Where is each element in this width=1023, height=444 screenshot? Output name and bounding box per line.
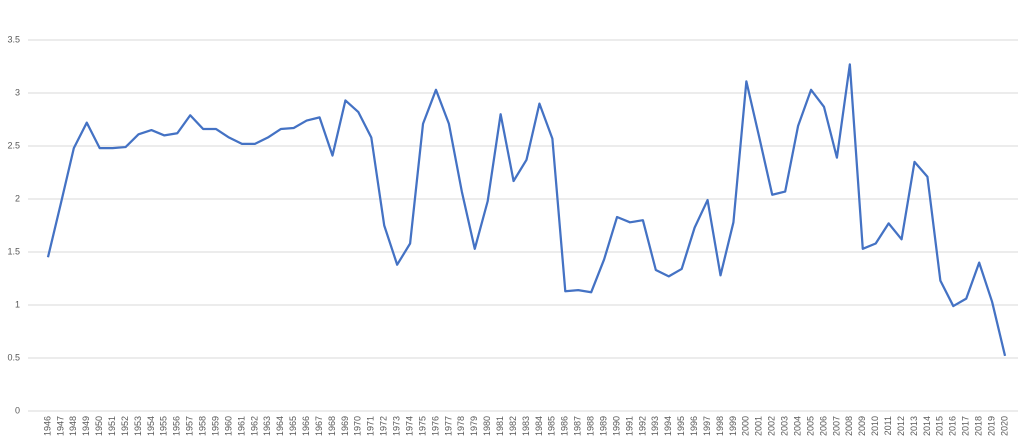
x-tick-label: 1968 <box>327 416 337 436</box>
x-tick-label: 1961 <box>236 416 246 436</box>
x-tick-label: 1972 <box>379 416 389 436</box>
x-tick-label: 2012 <box>896 416 906 436</box>
x-tick-label: 1992 <box>637 416 647 436</box>
x-tick-label: 1980 <box>482 416 492 436</box>
x-tick-label: 1987 <box>573 416 583 436</box>
x-tick-label: 1976 <box>430 416 440 436</box>
x-tick-label: 1986 <box>560 416 570 436</box>
x-tick-label: 1960 <box>223 416 233 436</box>
x-tick-label: 2019 <box>986 416 996 436</box>
x-tick-label: 2007 <box>831 416 841 436</box>
x-tick-label: 2014 <box>922 416 932 436</box>
x-tick-label: 1997 <box>702 416 712 436</box>
x-tick-label: 1995 <box>676 416 686 436</box>
x-tick-label: 1975 <box>417 416 427 436</box>
y-tick-label: 3.5 <box>7 34 20 44</box>
x-tick-label: 1959 <box>210 416 220 436</box>
x-tick-label: 1983 <box>521 416 531 436</box>
data-line <box>46 63 1007 357</box>
x-tick-label: 1952 <box>120 416 130 436</box>
x-tick-label: 1954 <box>146 416 156 436</box>
x-tick-label: 2020 <box>999 416 1009 436</box>
x-tick-label: 2011 <box>883 416 893 435</box>
x-tick-label: 1981 <box>495 416 505 436</box>
x-tick-label: 2015 <box>935 416 945 436</box>
x-tick-label: 1957 <box>185 416 195 436</box>
y-tick-label: 0 <box>15 405 20 415</box>
x-tick-label: 1977 <box>443 416 453 436</box>
x-tick-label: 1970 <box>353 416 363 436</box>
x-tick-label: 1946 <box>42 416 52 436</box>
x-tick-label: 2010 <box>870 416 880 436</box>
x-tick-label: 2006 <box>818 416 828 436</box>
x-tick-label: 2003 <box>780 416 790 436</box>
x-tick-label: 2004 <box>792 416 802 436</box>
x-tick-label: 1955 <box>159 416 169 436</box>
x-tick-label: 1990 <box>611 416 621 436</box>
x-tick-label: 1985 <box>547 416 557 436</box>
x-tick-label: 2009 <box>857 416 867 436</box>
x-tick-label: 1996 <box>689 416 699 436</box>
x-tick-label: 1999 <box>728 416 738 436</box>
y-tick-label: 3 <box>15 87 20 97</box>
x-tick-label: 1974 <box>404 416 414 436</box>
x-tick-label: 1953 <box>133 416 143 436</box>
x-tick-label: 1964 <box>275 416 285 436</box>
x-tick-label: 1982 <box>508 416 518 436</box>
y-tick-label: 2.5 <box>7 140 20 150</box>
x-tick-label: 1969 <box>340 416 350 436</box>
x-tick-label: 1978 <box>456 416 466 436</box>
x-tick-label: 1962 <box>249 416 259 436</box>
x-tick-label: 2016 <box>948 416 958 436</box>
x-tick-label: 1991 <box>624 416 634 436</box>
y-tick-label: 1.5 <box>7 246 20 256</box>
x-tick-label: 1947 <box>55 416 65 436</box>
x-tick-label: 1988 <box>586 416 596 436</box>
x-tick-label: 2000 <box>741 416 751 436</box>
x-tick-label: 1949 <box>81 416 91 436</box>
x-tick-label: 1950 <box>94 416 104 436</box>
x-tick-label: 2013 <box>909 416 919 436</box>
x-tick-label: 2008 <box>844 416 854 436</box>
x-tick-label: 1958 <box>198 416 208 436</box>
y-tick-label: 2 <box>15 193 20 203</box>
x-tick-label: 1951 <box>107 416 117 436</box>
x-tick-label: 1966 <box>301 416 311 436</box>
x-tick-label: 1965 <box>288 416 298 436</box>
y-tick-label: 1 <box>15 299 20 309</box>
y-tick-label: 0.5 <box>7 352 20 362</box>
x-tick-label: 2005 <box>805 416 815 436</box>
x-tick-label: 1994 <box>663 416 673 436</box>
x-tick-label: 1973 <box>392 416 402 436</box>
x-tick-label: 1979 <box>469 416 479 436</box>
x-tick-label: 1984 <box>534 416 544 436</box>
x-tick-label: 1998 <box>715 416 725 436</box>
x-tick-label: 1993 <box>650 416 660 436</box>
x-tick-label: 2018 <box>974 416 984 436</box>
x-tick-label: 2017 <box>961 416 971 436</box>
x-tick-label: 2002 <box>767 416 777 436</box>
x-tick-label: 1967 <box>314 416 324 436</box>
x-tick-label: 1971 <box>366 416 376 436</box>
x-tick-label: 2001 <box>754 416 764 436</box>
x-tick-label: 1963 <box>262 416 272 436</box>
x-tick-label: 1956 <box>172 416 182 436</box>
x-tick-label: 1948 <box>68 416 78 436</box>
x-tick-label: 1989 <box>598 416 608 436</box>
